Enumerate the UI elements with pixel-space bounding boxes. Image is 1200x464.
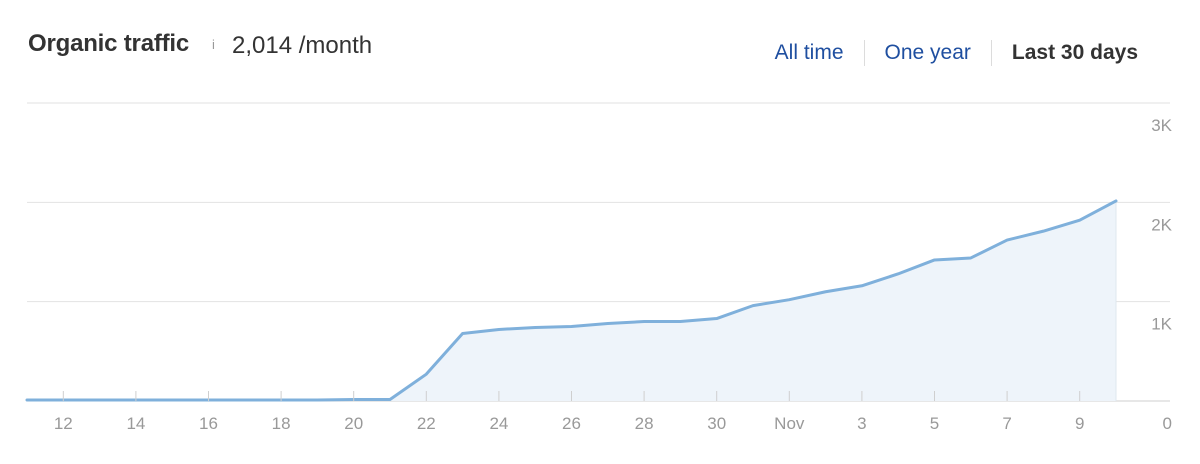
x-tick-label: 12 (54, 414, 73, 433)
traffic-value: 2,014 /month (232, 32, 373, 59)
x-tick-label: 3 (857, 414, 866, 433)
area-fill (27, 200, 1116, 401)
y-tick-label: 3K (1151, 116, 1172, 135)
x-tick-label: Nov (774, 414, 805, 433)
y-tick-label: 1K (1151, 315, 1172, 334)
y-tick-label: 0 (1163, 414, 1172, 433)
x-tick-label: 28 (635, 414, 654, 433)
chart-header: Organic traffic i 2,014 /month All time … (28, 30, 1200, 70)
range-all-time[interactable]: All time (774, 41, 844, 64)
info-icon[interactable]: i (212, 37, 215, 52)
x-tick-label: 14 (126, 414, 145, 433)
chart-title: Organic traffic (28, 30, 190, 57)
range-divider (990, 40, 992, 66)
x-tick-label: 22 (417, 414, 436, 433)
x-tick-label: 26 (562, 414, 581, 433)
y-tick-label: 2K (1151, 215, 1172, 234)
x-tick-label: 18 (272, 414, 291, 433)
range-last-30-days[interactable]: Last 30 days (1011, 41, 1138, 64)
x-tick-label: 24 (489, 414, 508, 433)
range-one-year[interactable]: One year (884, 41, 971, 64)
x-tick-label: 16 (199, 414, 218, 433)
range-divider (863, 40, 865, 66)
x-tick-label: 20 (344, 414, 363, 433)
x-tick-label: 9 (1075, 414, 1084, 433)
x-tick-label: 7 (1002, 414, 1011, 433)
time-range-selector: All time One year Last 30 days (755, 40, 1138, 66)
x-tick-label: 5 (930, 414, 939, 433)
x-tick-label: 30 (707, 414, 726, 433)
